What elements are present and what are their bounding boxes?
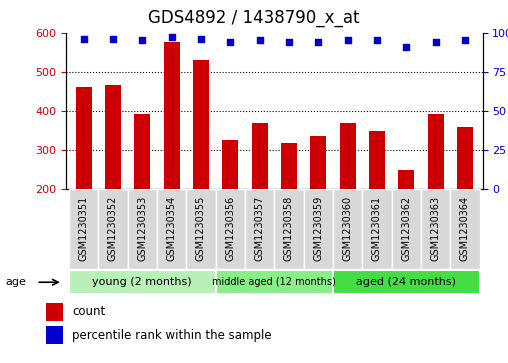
Bar	[193, 60, 209, 189]
Point	[138, 38, 146, 44]
FancyBboxPatch shape	[392, 189, 421, 269]
Bar	[310, 136, 326, 189]
Point	[314, 39, 323, 45]
Text: GSM1230354: GSM1230354	[167, 196, 177, 261]
FancyBboxPatch shape	[362, 189, 392, 269]
FancyBboxPatch shape	[274, 189, 304, 269]
Bar	[428, 114, 443, 189]
Text: age: age	[5, 277, 26, 287]
Text: GSM1230362: GSM1230362	[401, 196, 411, 261]
FancyBboxPatch shape	[245, 189, 274, 269]
Text: GSM1230352: GSM1230352	[108, 196, 118, 261]
Bar	[251, 123, 268, 189]
Point	[432, 39, 440, 45]
Point	[168, 34, 176, 40]
FancyBboxPatch shape	[421, 189, 450, 269]
Bar	[398, 170, 415, 189]
Point	[80, 36, 88, 42]
Text: GSM1230353: GSM1230353	[137, 196, 147, 261]
Text: GSM1230363: GSM1230363	[431, 196, 440, 261]
Bar	[222, 140, 238, 189]
Bar	[281, 143, 297, 189]
Bar	[339, 123, 356, 189]
Point	[461, 38, 469, 44]
Point	[285, 39, 293, 45]
Text: GSM1230364: GSM1230364	[460, 196, 470, 261]
FancyBboxPatch shape	[333, 270, 480, 294]
Point	[109, 36, 117, 42]
FancyBboxPatch shape	[304, 189, 333, 269]
Point	[373, 38, 381, 44]
Text: count: count	[72, 305, 105, 318]
Text: GDS4892 / 1438790_x_at: GDS4892 / 1438790_x_at	[148, 9, 360, 27]
Bar	[134, 114, 150, 189]
FancyBboxPatch shape	[69, 189, 99, 269]
FancyBboxPatch shape	[450, 189, 480, 269]
Text: GSM1230358: GSM1230358	[284, 196, 294, 261]
Text: aged (24 months): aged (24 months)	[356, 277, 456, 287]
Text: GSM1230360: GSM1230360	[343, 196, 353, 261]
Bar	[105, 85, 121, 189]
Text: GSM1230356: GSM1230356	[226, 196, 235, 261]
Text: middle aged (12 months): middle aged (12 months)	[212, 277, 336, 287]
Text: percentile rank within the sample: percentile rank within the sample	[72, 329, 272, 342]
Point	[343, 38, 352, 44]
Bar	[46, 303, 63, 321]
Text: GSM1230359: GSM1230359	[313, 196, 323, 261]
Point	[226, 39, 234, 45]
Point	[197, 36, 205, 42]
Bar	[457, 127, 473, 189]
Bar	[164, 42, 180, 189]
Text: GSM1230357: GSM1230357	[255, 196, 265, 261]
FancyBboxPatch shape	[99, 189, 128, 269]
FancyBboxPatch shape	[186, 189, 216, 269]
Text: GSM1230361: GSM1230361	[372, 196, 382, 261]
FancyBboxPatch shape	[128, 189, 157, 269]
Text: young (2 months): young (2 months)	[92, 277, 192, 287]
Point	[256, 38, 264, 44]
Bar	[369, 131, 385, 189]
Bar	[46, 326, 63, 344]
Bar	[76, 87, 92, 189]
FancyBboxPatch shape	[333, 189, 362, 269]
FancyBboxPatch shape	[216, 189, 245, 269]
FancyBboxPatch shape	[216, 270, 333, 294]
FancyBboxPatch shape	[69, 270, 216, 294]
Text: GSM1230355: GSM1230355	[196, 196, 206, 261]
Text: GSM1230351: GSM1230351	[79, 196, 88, 261]
Point	[402, 44, 410, 50]
FancyBboxPatch shape	[157, 189, 186, 269]
